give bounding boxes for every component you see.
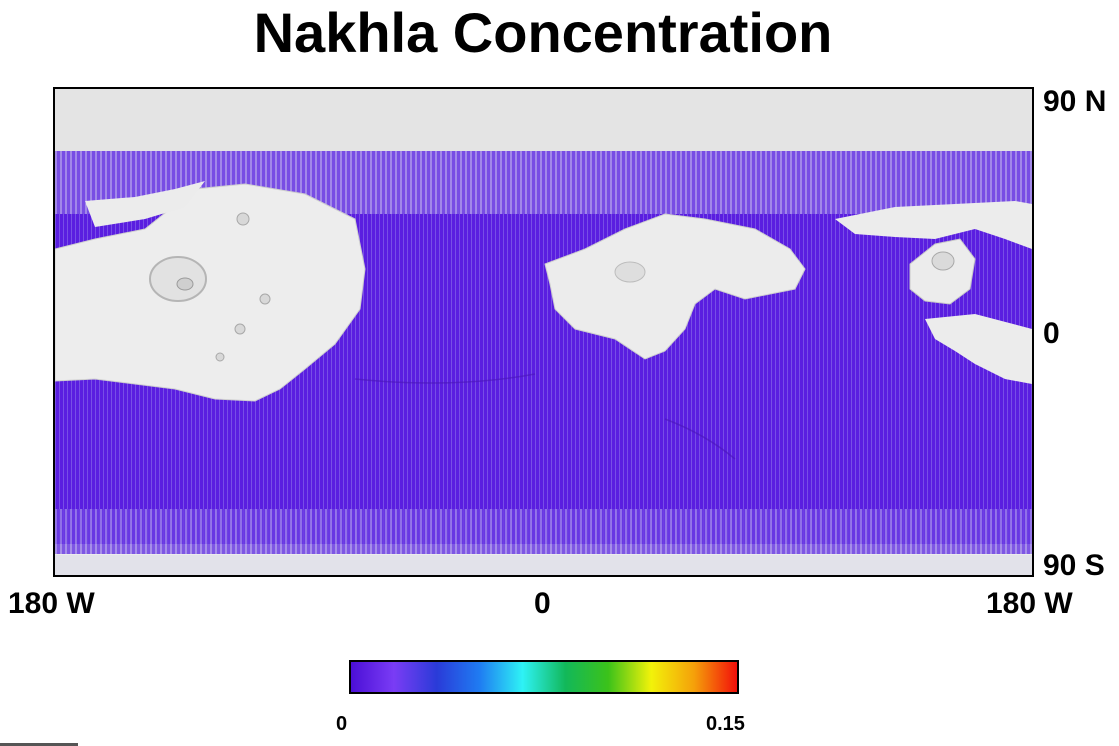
volcano-4 [215, 352, 225, 362]
volcano-2 [259, 293, 271, 305]
elysium-region-north [835, 201, 1032, 249]
longitude-label-center: 0 [534, 587, 551, 620]
south-polar-edge [55, 555, 1032, 575]
acidalia-patch [85, 181, 205, 227]
color-scale-min-label: 0 [336, 713, 348, 735]
mars-surface-map [55, 89, 1032, 575]
valles-feature [354, 373, 536, 384]
corner-divider [0, 743, 78, 746]
latitude-label-south: 90 S [1043, 549, 1105, 582]
elysium-highland [909, 238, 976, 305]
hellas-feature [664, 418, 736, 460]
south-streak-band [55, 509, 1032, 554]
olympus-mons [149, 256, 207, 302]
concentration-map [53, 87, 1034, 577]
longitude-label-left: 180 W [8, 587, 95, 620]
color-scale-bar [349, 660, 739, 694]
north-polar-region [55, 89, 1032, 151]
volcano-3 [234, 323, 246, 335]
elysium-mons [931, 251, 955, 271]
volcano-1 [236, 212, 250, 226]
map-title: Nakhla Concentration [253, 1, 833, 64]
olympus-caldera [176, 277, 194, 291]
latitude-label-north: 90 N [1043, 85, 1107, 118]
latitude-label-equator: 0 [1043, 317, 1060, 350]
longitude-label-right: 180 W [986, 587, 1073, 620]
arabia-highland [544, 213, 806, 360]
color-scale-max-label: 0.15 [706, 713, 745, 735]
isidis-crater [614, 261, 646, 283]
cerberus-region [925, 314, 1032, 384]
